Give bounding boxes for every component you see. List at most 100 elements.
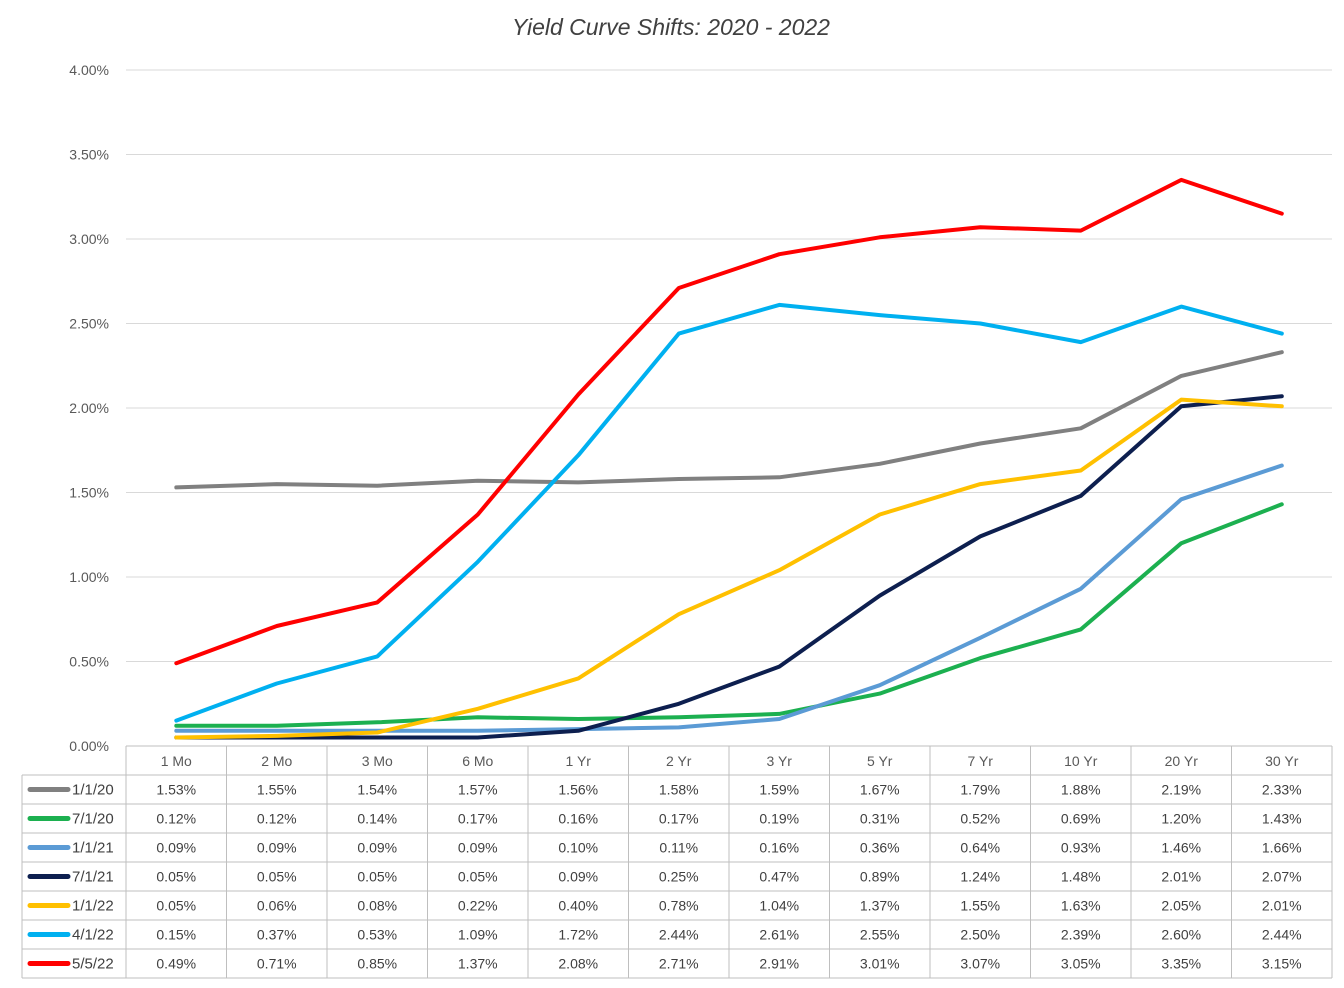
data-table: 1 Mo 2 Mo 3 Mo 6 Mo 1 Yr 2 Yr 3 Yr 5 Yr 7 Yr 10 Y… <box>21 745 1333 979</box>
table-cell: 1.37% <box>860 898 900 914</box>
x-tick-label: 7 Yr <box>968 753 994 769</box>
x-tick-label: 2 Yr <box>666 753 692 769</box>
table-cell: 0.36% <box>860 840 900 856</box>
table-cell: 0.89% <box>860 869 900 885</box>
table-cell: 2.01% <box>1161 869 1201 885</box>
table-cell: 1.58% <box>659 782 699 798</box>
table-cell: 2.71% <box>659 956 699 972</box>
table-cell: 0.16% <box>558 811 598 827</box>
y-tick-label: 2.50% <box>69 316 109 332</box>
series-line-5 <box>174 397 1284 740</box>
table-cell: 1.55% <box>257 782 297 798</box>
y-tick-label: 2.00% <box>69 400 109 416</box>
table-cell: 2.61% <box>759 927 799 943</box>
table-cell: 0.85% <box>357 956 397 972</box>
table-cell: 2.91% <box>759 956 799 972</box>
table-cell: 1.66% <box>1262 840 1302 856</box>
table-cell: 2.55% <box>860 927 900 943</box>
table-cell: 0.15% <box>156 927 196 943</box>
x-tick-label: 6 Mo <box>462 753 493 769</box>
table-cell: 0.12% <box>257 811 297 827</box>
table-cell: 0.05% <box>156 898 196 914</box>
y-tick-label: 3.00% <box>69 231 109 247</box>
series-line-4 <box>174 394 1284 740</box>
table-cell: 0.31% <box>860 811 900 827</box>
table-cell: 1.24% <box>960 869 1000 885</box>
table-cell: 0.93% <box>1061 840 1101 856</box>
y-tick-label: 4.00% <box>69 62 109 78</box>
table-cell: 1.57% <box>458 782 498 798</box>
series-line-3 <box>174 463 1284 733</box>
chart-title: Yield Curve Shifts: 2020 - 2022 <box>512 14 830 40</box>
table-cell: 1.20% <box>1161 811 1201 827</box>
table-cell: 1.59% <box>759 782 799 798</box>
series-line-2 <box>174 502 1284 728</box>
table-cell: 2.44% <box>659 927 699 943</box>
table-cell: 1.53% <box>156 782 196 798</box>
y-tick-label: 0.50% <box>69 654 109 670</box>
y-tick-label: 0.00% <box>69 738 109 754</box>
x-tick-label: 2 Mo <box>261 753 292 769</box>
y-tick-label: 3.50% <box>69 147 109 163</box>
table-cell: 2.08% <box>558 956 598 972</box>
series-label: 1/1/20 <box>72 782 114 799</box>
table-cell: 0.52% <box>960 811 1000 827</box>
table-cell: 3.05% <box>1061 956 1101 972</box>
table-cell: 2.44% <box>1262 927 1302 943</box>
table-cell: 0.71% <box>257 956 297 972</box>
series-label: 7/1/20 <box>72 811 114 828</box>
table-cell: 1.04% <box>759 898 799 914</box>
table-cell: 0.47% <box>759 869 799 885</box>
series-label: 5/5/22 <box>72 956 114 973</box>
x-tick-label: 1 Yr <box>566 753 592 769</box>
table-cell: 1.43% <box>1262 811 1302 827</box>
table-cell: 0.69% <box>1061 811 1101 827</box>
series-label: 1/1/21 <box>72 840 114 857</box>
table-cell: 2.07% <box>1262 869 1302 885</box>
table-cell: 0.17% <box>659 811 699 827</box>
table-cell: 1.09% <box>458 927 498 943</box>
table-cell: 2.19% <box>1161 782 1201 798</box>
table-cell: 0.14% <box>357 811 397 827</box>
table-cell: 0.12% <box>156 811 196 827</box>
x-tick-label: 10 Yr <box>1064 753 1098 769</box>
table-cell: 0.11% <box>659 840 698 856</box>
table-cell: 0.17% <box>458 811 498 827</box>
table-cell: 0.05% <box>458 869 498 885</box>
table-cell: 0.09% <box>257 840 297 856</box>
table-cell: 0.09% <box>156 840 196 856</box>
x-tick-label: 3 Mo <box>362 753 393 769</box>
x-tick-label: 5 Yr <box>867 753 893 769</box>
table-cell: 0.22% <box>458 898 498 914</box>
table-cell: 0.37% <box>257 927 297 943</box>
x-tick-label: 30 Yr <box>1265 753 1299 769</box>
table-cell: 0.09% <box>458 840 498 856</box>
table-cell: 0.53% <box>357 927 397 943</box>
series-label: 7/1/21 <box>72 869 114 886</box>
table-cell: 1.79% <box>960 782 1000 798</box>
table-cell: 2.39% <box>1061 927 1101 943</box>
table-cell: 1.54% <box>357 782 397 798</box>
table-cell: 0.09% <box>357 840 397 856</box>
series-label: 1/1/22 <box>72 898 114 915</box>
table-cell: 3.35% <box>1161 956 1201 972</box>
table-cell: 2.33% <box>1262 782 1302 798</box>
table-cell: 0.64% <box>960 840 1000 856</box>
table-cell: 1.88% <box>1061 782 1101 798</box>
table-cell: 0.05% <box>156 869 196 885</box>
table-cell: 0.10% <box>558 840 598 856</box>
table-cell: 2.05% <box>1161 898 1201 914</box>
table-cell: 1.56% <box>558 782 598 798</box>
table-cell: 3.07% <box>960 956 1000 972</box>
table-cell: 1.55% <box>960 898 1000 914</box>
table-cell: 1.48% <box>1061 869 1101 885</box>
series-line-1 <box>174 350 1284 490</box>
table-cell: 2.60% <box>1161 927 1201 943</box>
table-cell: 2.01% <box>1262 898 1302 914</box>
table-cell: 1.63% <box>1061 898 1101 914</box>
y-tick-label: 1.00% <box>69 569 109 585</box>
table-cell: 0.25% <box>659 869 699 885</box>
x-tick-label: 3 Yr <box>767 753 793 769</box>
